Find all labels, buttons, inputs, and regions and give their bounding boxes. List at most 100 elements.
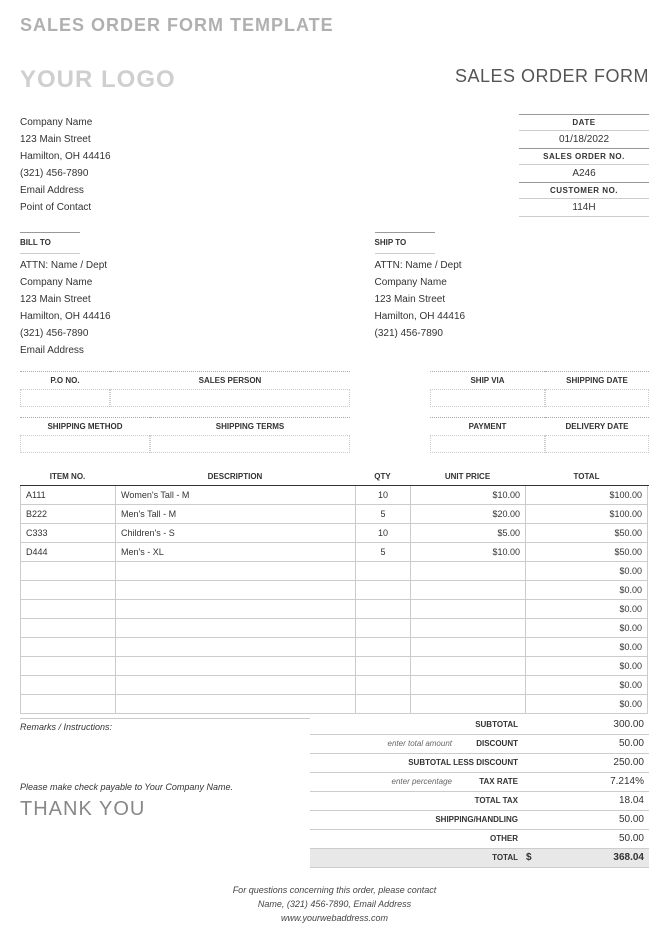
cell-qty (355, 638, 410, 657)
cell-price: $20.00 (410, 505, 525, 524)
discount-value: 50.00 (526, 738, 649, 749)
table-row: C333Children's - S10$5.00$50.00 (20, 524, 649, 543)
cell-desc (115, 638, 355, 657)
cell-no (20, 638, 115, 657)
discount-label: DISCOUNT (456, 739, 526, 748)
cell-desc (115, 600, 355, 619)
salesperson-label: SALES PERSON (110, 371, 350, 389)
cell-total: $0.00 (525, 657, 648, 676)
subtotal-value: 300.00 (526, 719, 649, 730)
order-no-value: A246 (519, 164, 649, 182)
cell-desc: Men's - XL (115, 543, 355, 562)
other-value: 50.00 (526, 833, 649, 844)
cell-price (410, 695, 525, 714)
cell-no (20, 600, 115, 619)
table-row: $0.00 (20, 657, 649, 676)
cell-total: $0.00 (525, 562, 648, 581)
remarks-label: Remarks / Instructions: (20, 718, 310, 732)
cell-no (20, 619, 115, 638)
footer-block: For questions concerning this order, ple… (20, 883, 649, 926)
company-street: 123 Main Street (20, 131, 111, 148)
table-row: $0.00 (20, 695, 649, 714)
thank-you: THANK YOU (20, 798, 310, 821)
cell-price: $10.00 (410, 486, 525, 505)
cell-qty (355, 676, 410, 695)
discount-hint: enter total amount (310, 739, 456, 748)
payment-label: PAYMENT (430, 417, 545, 435)
payment-input[interactable] (430, 435, 545, 453)
shipterms-input[interactable] (150, 435, 350, 453)
cell-no: A111 (20, 486, 115, 505)
subtotal-label: SUBTOTAL (376, 720, 526, 729)
delivery-input[interactable] (545, 435, 649, 453)
po-no-input[interactable] (20, 389, 110, 407)
shipto-phone: (321) 456-7890 (375, 325, 650, 342)
shipmethod-label: SHIPPING METHOD (20, 417, 150, 435)
cell-price (410, 638, 525, 657)
cell-price (410, 676, 525, 695)
total-label: TOTAL (376, 853, 526, 862)
cell-no (20, 657, 115, 676)
cell-qty: 5 (355, 505, 410, 524)
cell-price (410, 581, 525, 600)
cell-total: $0.00 (525, 581, 648, 600)
company-name: Company Name (20, 114, 111, 131)
cell-no (20, 695, 115, 714)
billto-city: Hamilton, OH 44416 (20, 308, 335, 325)
customer-no-label: CUSTOMER NO. (519, 182, 649, 198)
col-total: TOTAL (525, 468, 648, 485)
cell-desc (115, 676, 355, 695)
cell-desc: Men's Tall - M (115, 505, 355, 524)
cell-price (410, 619, 525, 638)
shipto-street: 123 Main Street (375, 291, 650, 308)
shipmethod-input[interactable] (20, 435, 150, 453)
cell-desc (115, 581, 355, 600)
order-meta-block: DATE 01/18/2022 SALES ORDER NO. A246 CUS… (519, 114, 649, 217)
billto-attn: ATTN: Name / Dept (20, 257, 335, 274)
cell-no: B222 (20, 505, 115, 524)
cell-qty: 5 (355, 543, 410, 562)
table-row: $0.00 (20, 581, 649, 600)
shipto-company: Company Name (375, 274, 650, 291)
salesperson-input[interactable] (110, 389, 350, 407)
cell-desc (115, 562, 355, 581)
taxrate-value: 7.214% (526, 776, 649, 787)
cell-price: $10.00 (410, 543, 525, 562)
col-description: DESCRIPTION (115, 468, 355, 485)
cell-no (20, 581, 115, 600)
customer-no-value: 114H (519, 198, 649, 217)
col-item-no: ITEM NO. (20, 468, 115, 485)
cell-no: C333 (20, 524, 115, 543)
subless-label: SUBTOTAL LESS DISCOUNT (376, 758, 526, 767)
cell-price (410, 600, 525, 619)
items-header-row: ITEM NO. DESCRIPTION QTY UNIT PRICE TOTA… (20, 468, 649, 486)
col-unit-price: UNIT PRICE (410, 468, 525, 485)
shipdate-input[interactable] (545, 389, 649, 407)
cell-desc (115, 657, 355, 676)
cell-desc: Children's - S (115, 524, 355, 543)
totaltax-label: TOTAL TAX (376, 796, 526, 805)
cell-total: $100.00 (525, 486, 648, 505)
taxrate-hint: enter percentage (310, 777, 456, 786)
cell-total: $0.00 (525, 619, 648, 638)
shipvia-input[interactable] (430, 389, 545, 407)
table-row: $0.00 (20, 638, 649, 657)
cell-qty (355, 600, 410, 619)
shipping-value: 50.00 (526, 814, 649, 825)
footer-line1: For questions concerning this order, ple… (20, 883, 649, 897)
cell-qty: 10 (355, 524, 410, 543)
cell-total: $50.00 (525, 524, 648, 543)
ship-to-block: SHIP TO ATTN: Name / Dept Company Name 1… (335, 232, 650, 359)
cell-no (20, 676, 115, 695)
cell-desc: Women's Tall - M (115, 486, 355, 505)
table-row: D444Men's - XL5$10.00$50.00 (20, 543, 649, 562)
cell-price (410, 562, 525, 581)
cell-qty: 10 (355, 486, 410, 505)
summary-block: SUBTOTAL 300.00 enter total amount DISCO… (310, 716, 649, 868)
cell-desc (115, 619, 355, 638)
cell-no (20, 562, 115, 581)
cell-total: $0.00 (525, 600, 648, 619)
cell-qty (355, 581, 410, 600)
cell-qty (355, 657, 410, 676)
payable-note: Please make check payable to Your Compan… (20, 782, 310, 792)
